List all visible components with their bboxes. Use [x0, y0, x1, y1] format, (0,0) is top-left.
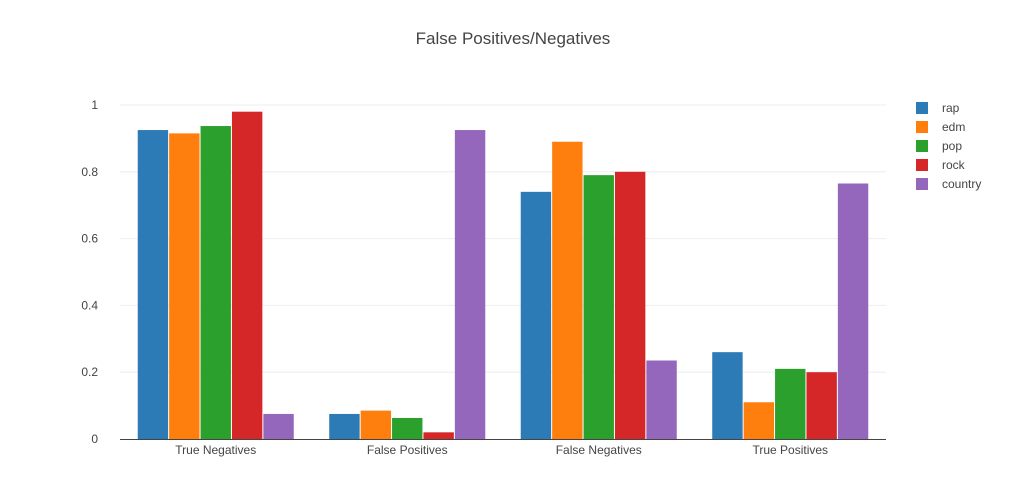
y-tick-label: 0: [91, 432, 98, 446]
bar-edm: [552, 141, 583, 440]
x-tick-label: True Positives: [752, 443, 828, 457]
bar-rock: [614, 171, 646, 440]
bar-rap: [712, 352, 743, 439]
bar-edm: [360, 410, 392, 439]
legend: rap edm pop rock country: [916, 101, 981, 191]
bar-rock: [423, 432, 454, 439]
y-tick-label: 0.4: [81, 298, 98, 312]
bar-rap: [520, 191, 552, 439]
bar-rock: [231, 111, 263, 440]
legend-label-rap: rap: [942, 101, 960, 115]
bar-pop: [392, 417, 423, 439]
legend-label-rock: rock: [942, 158, 966, 172]
legend-swatch-rap: [916, 102, 928, 114]
bar-country: [837, 183, 869, 439]
bar-pop: [200, 126, 231, 440]
bar-edm: [169, 133, 200, 439]
legend-swatch-edm: [916, 121, 928, 133]
x-tick-label: False Negatives: [556, 443, 642, 457]
legend-label-country: country: [942, 177, 981, 191]
legend-swatch-pop: [916, 140, 928, 152]
y-tick-label: 1: [91, 98, 98, 112]
bar-pop: [775, 368, 806, 439]
x-axis-ticks: True Negatives False Positives False Negat…: [175, 443, 828, 457]
y-tick-label: 0.2: [81, 365, 98, 379]
chart-title: False Positives/Negatives: [416, 29, 611, 48]
bar-country: [454, 130, 486, 440]
bars: [137, 111, 869, 440]
bar-country: [263, 413, 294, 439]
bar-pop: [583, 175, 614, 439]
legend-label-pop: pop: [942, 139, 962, 153]
x-tick-label: True Negatives: [175, 443, 256, 457]
x-tick-label: False Positives: [367, 443, 448, 457]
legend-label-edm: edm: [942, 120, 965, 134]
bar-rap: [137, 130, 169, 440]
y-tick-label: 0.8: [81, 165, 98, 179]
legend-swatch-country: [916, 178, 928, 190]
legend-swatch-rock: [916, 159, 928, 171]
bar-country: [646, 360, 677, 439]
y-axis-ticks: 0 0.2 0.4 0.6 0.8 1: [81, 98, 98, 446]
bar-edm: [743, 402, 775, 439]
y-tick-label: 0.6: [81, 232, 98, 246]
bar-rap: [329, 413, 360, 439]
bar-rock: [806, 372, 837, 439]
